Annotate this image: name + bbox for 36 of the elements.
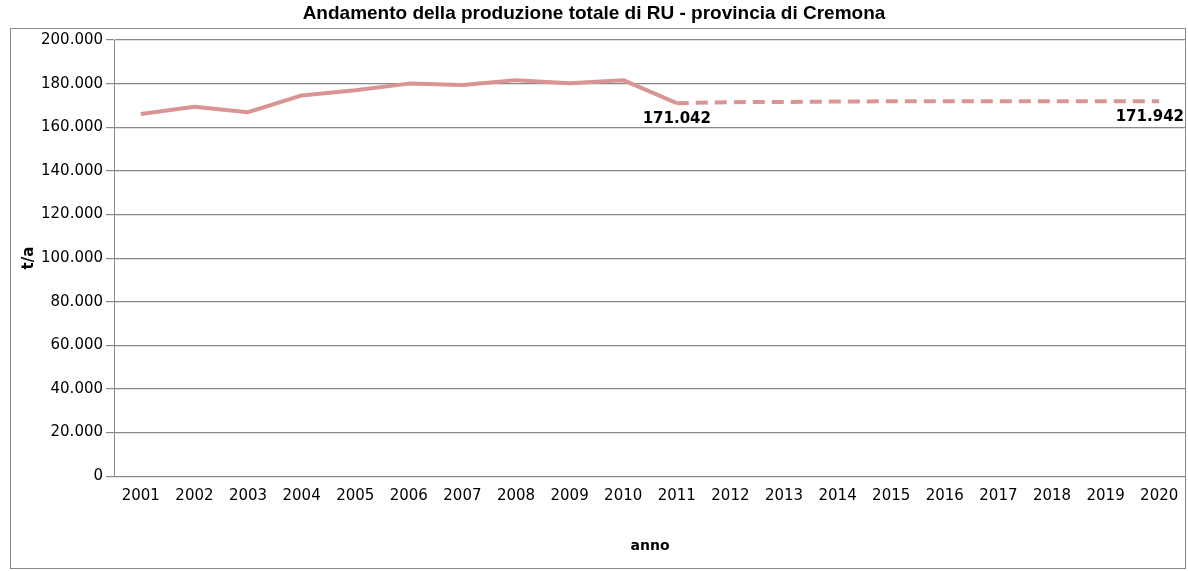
x-tick-label: 2011 — [657, 486, 696, 505]
y-tick-label: 20.000 — [50, 422, 104, 441]
x-tick-label: 2014 — [818, 486, 857, 505]
y-tick-label: 180.000 — [41, 73, 104, 92]
y-tick-label: 140.000 — [41, 160, 104, 179]
x-tick-label: 2001 — [121, 486, 160, 505]
y-tick-label: 40.000 — [50, 378, 104, 397]
y-tick-label: 100.000 — [41, 247, 104, 266]
x-tick-label: 2008 — [496, 486, 536, 505]
x-tick-label: 2003 — [228, 486, 268, 505]
x-tick-label: 2018 — [1032, 486, 1072, 505]
y-tick-label: 80.000 — [50, 291, 104, 310]
data-label: 171.942 — [1115, 106, 1184, 125]
x-tick-label: 2017 — [979, 486, 1018, 505]
x-tick-label: 2009 — [550, 486, 589, 505]
y-axis-title: t/a — [18, 246, 37, 270]
x-tick-label: 2019 — [1086, 486, 1125, 505]
y-tick-label: 120.000 — [41, 204, 104, 223]
y-tick-label: 160.000 — [41, 117, 104, 136]
data-label: 171.042 — [642, 108, 711, 127]
x-tick-label: 2005 — [336, 486, 375, 505]
y-tick-label: 0 — [93, 466, 104, 485]
x-tick-label: 2004 — [282, 486, 321, 505]
x-tick-label: 2020 — [1140, 486, 1179, 505]
y-tick-label: 200.000 — [41, 29, 104, 48]
x-tick-label: 2015 — [872, 486, 911, 505]
x-axis-title: anno — [630, 537, 670, 554]
x-tick-label: 2016 — [925, 486, 964, 505]
x-tick-label: 2013 — [764, 486, 804, 505]
x-tick-label: 2012 — [711, 486, 750, 505]
y-tick-label: 60.000 — [50, 335, 104, 354]
x-tick-label: 2006 — [389, 486, 428, 505]
x-tick-label: 2002 — [175, 486, 214, 505]
chart-title: Andamento della produzione totale di RU - provincia di Cremona — [301, 2, 887, 24]
x-tick-label: 2010 — [604, 486, 643, 505]
x-tick-label: 2007 — [443, 486, 482, 505]
